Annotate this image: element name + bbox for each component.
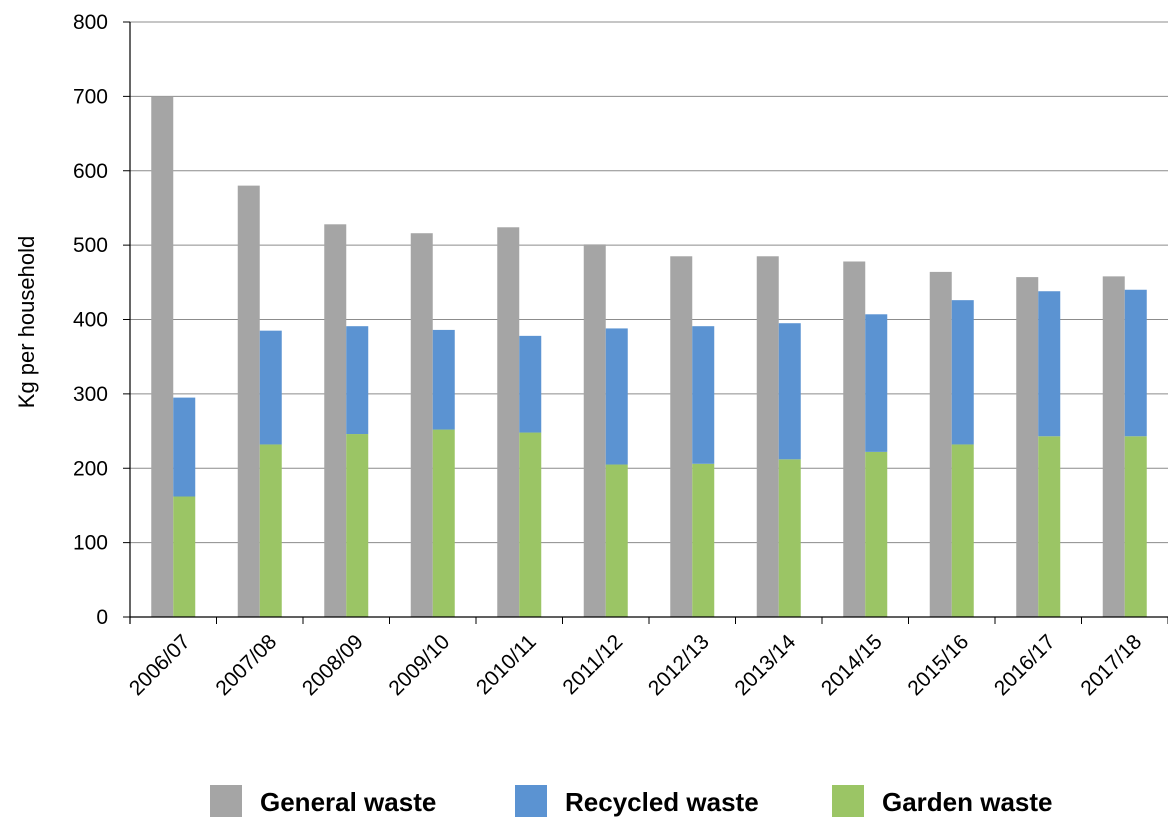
axes [123,21,1168,624]
legend-swatch [515,785,547,817]
y-tick-label: 500 [73,234,108,257]
legend-swatch [210,785,242,817]
x-tick-label: 2015/16 [903,630,973,700]
bar-recycled-waste [692,326,715,464]
bar-garden-waste [865,451,888,617]
x-tick-label: 2011/12 [558,630,627,699]
y-tick-label: 700 [73,85,108,108]
bar-general-waste [756,256,779,617]
bar-recycled-waste [519,335,542,433]
bar-recycled-waste [259,330,282,445]
bar-recycled-waste [432,329,455,430]
bar-recycled-waste [865,314,888,452]
y-tick-label: 400 [73,309,108,332]
legend-swatch [832,785,864,817]
bar-recycled-waste [605,328,628,465]
x-tick-label: 2010/11 [472,630,541,699]
y-tick-label: 0 [96,606,108,629]
x-tick-label: 2006/07 [125,630,195,700]
bar-garden-waste [432,429,455,617]
bar-recycled-waste [173,397,196,497]
bar-garden-waste [519,432,542,617]
bar-garden-waste [173,496,196,617]
x-tick-label: 2016/17 [990,630,1060,700]
x-tick-label: 2009/10 [384,630,454,700]
bar-garden-waste [951,444,974,617]
x-tick-label: 2008/09 [298,630,368,700]
bar-general-waste [497,227,520,617]
x-tick-labels: 2006/07 2007/08 2008/09 2009/10 2010/11 2011/… [125,630,1146,700]
y-tick-labels: 0 100 200 300 400 500 600 700 800 [73,11,108,629]
gridlines [130,21,1168,544]
bar-recycled-waste [346,326,369,435]
bar-recycled-waste [1038,291,1061,437]
bar-garden-waste [346,434,369,617]
bar-general-waste [237,185,260,617]
bar-general-waste [1016,277,1039,617]
legend-label: Garden waste [882,787,1053,817]
bar-garden-waste [259,444,282,617]
bars [151,96,1147,618]
bar-general-waste [670,256,693,617]
y-tick-label: 200 [73,457,108,480]
bar-general-waste [583,244,606,617]
bar-general-waste [1102,276,1125,617]
x-tick-label: 2014/15 [817,630,887,700]
bar-garden-waste [1038,436,1061,617]
x-tick-label: 2013/14 [730,630,800,700]
y-tick-label: 600 [73,160,108,183]
bar-garden-waste [1124,436,1147,617]
bar-recycled-waste [1124,289,1147,437]
bar-garden-waste [692,463,715,617]
x-tick-label: 2007/08 [211,630,281,700]
legend-label: Recycled waste [565,787,759,817]
bar-garden-waste [778,459,801,617]
bar-garden-waste [605,464,628,617]
bar-general-waste [151,96,174,617]
y-tick-label: 800 [73,11,108,34]
legend-label: General waste [260,787,436,817]
y-tick-label: 300 [73,383,108,406]
bar-recycled-waste [778,323,801,460]
bar-general-waste [324,224,347,618]
y-tick-label: 100 [73,532,108,555]
x-tick-label: 2017/18 [1076,630,1146,700]
bar-general-waste [410,233,433,617]
bar-general-waste [843,261,866,617]
bar-general-waste [929,271,952,617]
y-axis-label: Kg per household [14,236,39,408]
x-tick-label: 2012/13 [644,630,714,700]
legend: General waste Recycled waste Garden waste [210,785,1053,817]
bar-recycled-waste [951,300,974,445]
